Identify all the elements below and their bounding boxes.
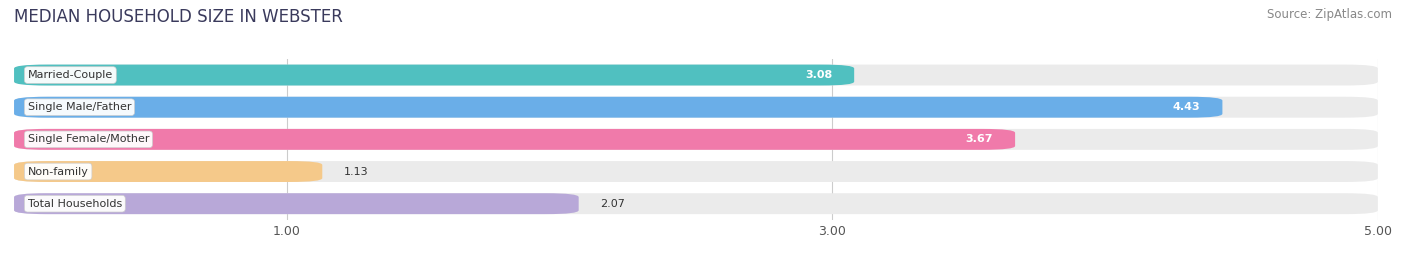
FancyBboxPatch shape [14,97,1378,118]
Text: Married-Couple: Married-Couple [28,70,112,80]
FancyBboxPatch shape [14,161,322,182]
FancyBboxPatch shape [14,193,579,214]
Text: 3.08: 3.08 [806,70,832,80]
FancyBboxPatch shape [14,97,1222,118]
Text: Single Male/Father: Single Male/Father [28,102,131,112]
Text: 1.13: 1.13 [344,166,368,177]
FancyBboxPatch shape [14,65,1378,85]
Text: Source: ZipAtlas.com: Source: ZipAtlas.com [1267,8,1392,21]
Text: 3.67: 3.67 [966,134,993,144]
FancyBboxPatch shape [14,129,1378,150]
Text: 2.07: 2.07 [600,199,626,209]
Text: MEDIAN HOUSEHOLD SIZE IN WEBSTER: MEDIAN HOUSEHOLD SIZE IN WEBSTER [14,8,343,26]
FancyBboxPatch shape [14,161,1378,182]
Text: Total Households: Total Households [28,199,122,209]
FancyBboxPatch shape [14,193,1378,214]
Text: Non-family: Non-family [28,166,89,177]
FancyBboxPatch shape [14,129,1015,150]
Text: 4.43: 4.43 [1173,102,1201,112]
Text: Single Female/Mother: Single Female/Mother [28,134,149,144]
FancyBboxPatch shape [14,65,855,85]
